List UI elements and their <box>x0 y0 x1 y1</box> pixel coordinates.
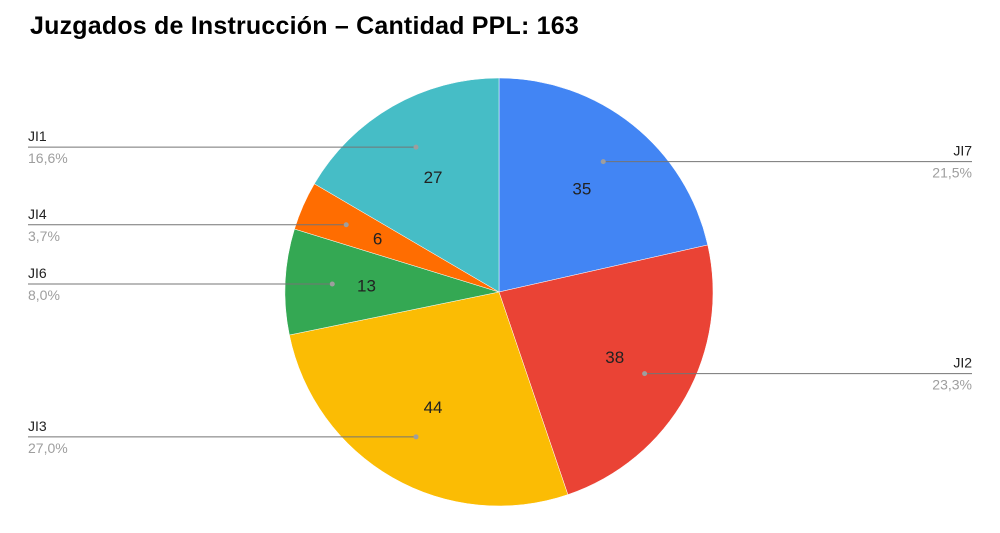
callout-dot-ji2 <box>642 371 648 377</box>
callout-percent-ji2: 23,3% <box>932 377 972 393</box>
pie-slice-ji6 <box>284 228 500 336</box>
callout-dot-ji7 <box>600 159 606 165</box>
callout-percent-ji3: 27,0% <box>28 440 68 456</box>
slice-value-ji1: 27 <box>424 168 443 187</box>
callout-dot-ji6 <box>329 281 335 287</box>
slice-value-ji2: 38 <box>605 348 624 367</box>
slice-value-ji4: 6 <box>373 230 382 249</box>
callout-name-ji6: JI6 <box>28 265 47 281</box>
callout-percent-ji1: 16,6% <box>28 150 68 166</box>
pie-slice-ji1 <box>314 77 500 293</box>
callout-name-ji4: JI4 <box>28 206 47 222</box>
callout-name-ji3: JI3 <box>28 418 47 434</box>
callout-name-ji7: JI7 <box>953 143 972 159</box>
callout-name-ji2: JI2 <box>953 355 972 371</box>
callout-percent-ji4: 3,7% <box>28 228 60 244</box>
slice-value-ji7: 35 <box>572 179 591 198</box>
callout-dot-ji1 <box>413 144 419 150</box>
callout-name-ji1: JI1 <box>28 128 47 144</box>
pie-slice-ji3 <box>289 291 569 507</box>
pie-callouts: 35 JI7 21,5% 38 JI2 23,3% 44 JI3 27,0% 13 JI6 8,0% 6… <box>28 128 972 456</box>
chart-title: Juzgados de Instrucción – Cantidad PPL: … <box>30 12 579 40</box>
pie-slice-ji7 <box>498 77 709 293</box>
callout-dot-ji4 <box>343 222 349 228</box>
callout-percent-ji7: 21,5% <box>932 165 972 181</box>
callout-dot-ji3 <box>413 434 419 440</box>
slice-value-ji3: 44 <box>424 398 443 417</box>
pie-slice-ji2 <box>498 244 714 495</box>
callout-percent-ji6: 8,0% <box>28 287 60 303</box>
slice-value-ji6: 13 <box>357 277 376 296</box>
pie-slices <box>284 77 714 507</box>
